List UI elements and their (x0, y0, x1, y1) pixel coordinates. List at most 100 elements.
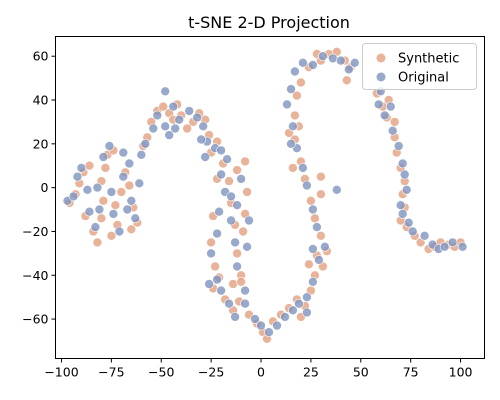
point-synthetic-86 (296, 77, 306, 88)
legend-box (362, 43, 477, 90)
legend-marker-original (376, 72, 386, 82)
x-tick-label: 75 (403, 365, 419, 380)
point-original-28 (160, 86, 170, 97)
point-original-89 (379, 110, 390, 121)
point-original-31 (184, 106, 194, 116)
point-synthetic-57 (242, 187, 252, 197)
point-original-33 (198, 121, 208, 132)
point-original-26 (164, 130, 174, 140)
point-synthetic-32 (182, 123, 192, 134)
y-tick-label: −20 (22, 224, 48, 239)
point-original-47 (230, 312, 240, 322)
point-original-45 (216, 285, 226, 296)
point-original-68 (308, 244, 318, 254)
point-original-107 (200, 152, 210, 162)
point-original-70 (320, 242, 330, 252)
point-original-43 (212, 274, 222, 285)
point-original-59 (256, 320, 266, 331)
point-original-6 (90, 222, 101, 232)
point-original-44 (204, 279, 214, 289)
point-original-104 (447, 237, 458, 248)
point-original-76 (288, 121, 298, 132)
point-original-66 (302, 307, 312, 318)
y-tick-label: 20 (33, 136, 49, 151)
point-original-85 (343, 64, 354, 75)
point-synthetic-17 (116, 187, 127, 197)
point-original-19 (126, 196, 137, 206)
point-original-95 (401, 185, 412, 195)
point-original-72 (308, 204, 318, 215)
x-tick-label: −75 (98, 365, 124, 380)
point-original-105 (457, 242, 468, 252)
point-original-52 (226, 191, 236, 202)
legend-marker-synthetic (376, 53, 386, 63)
point-original-46 (224, 298, 234, 309)
point-original-42 (206, 248, 216, 259)
point-synthetic-7 (92, 237, 103, 248)
point-original-2 (72, 171, 83, 182)
point-original-21 (136, 150, 147, 160)
point-original-11 (106, 187, 117, 197)
point-original-10 (104, 141, 115, 151)
point-original-55 (244, 215, 254, 226)
point-synthetic-42 (206, 237, 216, 248)
point-original-13 (114, 226, 125, 237)
point-synthetic-118 (316, 189, 326, 199)
point-original-41 (212, 228, 222, 239)
point-synthetic-19 (124, 180, 135, 191)
point-synthetic-79 (306, 196, 316, 206)
point-original-98 (403, 217, 414, 228)
point-original-57 (240, 285, 250, 296)
point-synthetic-14 (110, 200, 121, 210)
point-original-106 (196, 134, 206, 145)
point-original-25 (160, 121, 170, 132)
point-original-84 (335, 55, 346, 66)
point-original-53 (232, 200, 242, 210)
point-original-20 (134, 178, 145, 189)
point-synthetic-11 (100, 163, 111, 173)
point-original-103 (439, 242, 450, 252)
point-synthetic-84 (290, 110, 300, 121)
point-original-79 (290, 66, 300, 77)
chart-title: t-SNE 2-D Projection (188, 13, 350, 32)
point-original-73 (302, 180, 312, 191)
point-original-71 (312, 222, 322, 232)
point-original-109 (331, 185, 342, 195)
y-tick-label: 0 (41, 180, 49, 195)
point-original-50 (230, 237, 240, 248)
point-synthetic-54 (224, 176, 234, 186)
point-original-18 (130, 213, 141, 224)
point-original-37 (222, 154, 232, 164)
y-tick-label: 40 (33, 93, 49, 108)
x-tick-label: 0 (257, 365, 265, 380)
point-synthetic-85 (292, 90, 302, 101)
point-original-64 (294, 298, 304, 309)
x-tick-label: 50 (353, 365, 369, 380)
point-original-74 (298, 163, 308, 173)
point-original-1 (68, 191, 79, 202)
point-original-56 (242, 242, 252, 252)
point-original-8 (92, 182, 103, 193)
point-synthetic-56 (240, 156, 250, 167)
plot-area (55, 36, 485, 359)
point-synthetic-22 (126, 224, 137, 235)
legend: Synthetic Original (362, 43, 477, 90)
point-original-100 (419, 231, 430, 241)
point-synthetic-51 (232, 248, 242, 259)
point-original-7 (94, 204, 105, 215)
point-synthetic-94 (341, 75, 352, 86)
point-original-91 (387, 125, 398, 136)
point-original-108 (286, 139, 296, 149)
point-original-97 (397, 209, 408, 219)
point-synthetic-55 (232, 165, 242, 175)
point-original-15 (118, 147, 129, 158)
point-original-38 (216, 169, 226, 180)
point-original-5 (84, 206, 95, 217)
point-original-67 (308, 276, 318, 287)
point-synthetic-59 (238, 226, 248, 237)
point-original-36 (216, 145, 226, 156)
points-layer (62, 46, 468, 344)
point-original-14 (118, 171, 129, 182)
point-original-96 (395, 200, 406, 210)
x-tick-label: −100 (44, 365, 78, 380)
